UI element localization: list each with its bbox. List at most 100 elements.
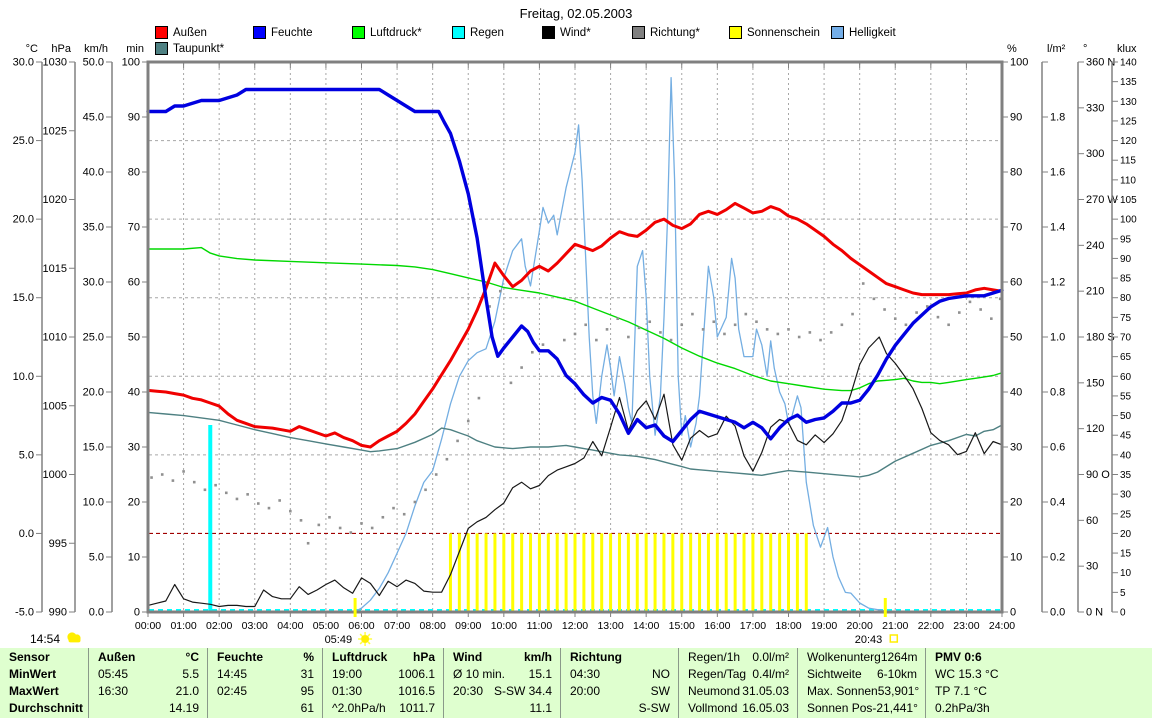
legend-label: Taupunkt* <box>173 42 225 55</box>
time-tick-label: 01:00 <box>170 620 196 632</box>
cloud-icon <box>65 631 84 646</box>
table-cell: 6-10km <box>876 667 917 681</box>
series-wind <box>147 336 1003 608</box>
table-cell: 1011.7 <box>399 701 435 715</box>
axis-tick-label: 95 <box>1120 234 1132 245</box>
table-row: 01:30 1016.5 <box>323 683 443 700</box>
table-row: Vollmond 16.05.03 <box>679 700 797 717</box>
time-tick-label: 05:00 <box>313 620 339 632</box>
table-cell: 20:00 <box>570 684 601 698</box>
table-cell: 11.1 <box>529 701 552 715</box>
series-richtung <box>150 282 1002 545</box>
axis-tick-label: 80 <box>1010 167 1022 179</box>
legend-color-swatch <box>831 26 844 39</box>
axis-tick-label: 40.0 <box>83 167 104 179</box>
table-cell: hPa <box>412 650 435 664</box>
horizontal-gridlines <box>149 140 1001 456</box>
axis-lm2: l/m² 0.0 0.2 0.4 0.6 0.8 1.0 1.2 1.4 1.6 1.8 <box>1041 43 1066 619</box>
axis-tick-label: 85 <box>1120 274 1132 285</box>
sunrise-marker: 05:49 <box>325 598 373 646</box>
table-row: WC 15.3 °C <box>926 666 1152 683</box>
table-column-0: Sensor MinWert MaxWert Durchschnitt <box>0 648 88 718</box>
time-tick-label: 03:00 <box>242 620 268 632</box>
axis-tick-label: 0.0 <box>19 528 34 540</box>
table-cell: 20:30 <box>453 684 484 698</box>
axis-tick-label: 60 <box>128 277 140 289</box>
axis-tick-label: 55 <box>1120 391 1132 402</box>
legend-label: Sonnenschein <box>747 26 820 39</box>
table-row: Wolkenunterg 1264m <box>798 649 925 666</box>
table-column-1: Außen °C 05:45 5.5 16:30 21.0 14.19 <box>88 648 207 718</box>
table-column-4: Wind km/h Ø 10 min. 15.1 20:30 S-SW 34.4 11.1 <box>443 648 560 718</box>
legend-item-auen: Außen <box>155 26 207 39</box>
axis-tick-label: 20.0 <box>13 214 34 226</box>
table-cell: 1016.5 <box>398 684 435 698</box>
axis-tick-label: 115 <box>1120 156 1136 167</box>
axis-tick-label: 30.0 <box>13 57 34 69</box>
table-row: Sichtweite 6-10km <box>798 666 925 683</box>
table-cell: Durchschnitt <box>9 701 84 715</box>
axis-tick-label: 0.8 <box>1050 387 1065 399</box>
table-row: 20:30 S-SW 34.4 <box>444 683 560 700</box>
table-cell: 1264m <box>880 650 918 664</box>
axis-unit-label: klux <box>1117 43 1137 55</box>
axis-tick-label: 5.0 <box>89 552 104 564</box>
axis-tick-label: 15 <box>1120 549 1132 560</box>
weather-chart-svg: 00:00 01:00 02:00 03:00 04:00 05:00 06:00 07:00… <box>13 43 1137 646</box>
series-helligkeit <box>353 77 896 613</box>
legend-label: Regen <box>470 26 504 39</box>
legend-item-helligkeit: Helligkeit <box>831 26 896 39</box>
axis-tick-label: 5 <box>1120 588 1126 599</box>
axis-tick-label: 60 <box>1120 372 1132 383</box>
axis-tick-label: 20 <box>1010 497 1022 509</box>
axis-tick-label: 110 <box>1120 175 1136 186</box>
time-axis: 00:00 01:00 02:00 03:00 04:00 05:00 06:00 07:00… <box>135 63 1015 632</box>
legend-item-taupunkt: Taupunkt* <box>155 42 224 55</box>
table-row: 19:00 1006.1 <box>323 666 443 683</box>
axis-tick-label: 80 <box>128 167 140 179</box>
axis-tick-label: 15.0 <box>13 292 34 304</box>
axis-tick-label: 0.0 <box>1050 607 1065 619</box>
legend-color-swatch <box>632 26 645 39</box>
axis-tick-label: 995 <box>49 538 67 550</box>
table-row: MaxWert <box>0 683 88 700</box>
axis-minax: min 0 10 20 30 40 50 60 70 80 90 100 <box>122 43 149 619</box>
axis-unit-label: min <box>126 43 144 55</box>
chart-legend: Außen Feuchte Luftdruck* Regen Wind* Richtung… <box>0 0 1152 58</box>
chart-area: 00:00 01:00 02:00 03:00 04:00 05:00 06:00 07:00… <box>13 43 1137 646</box>
table-row: Wind km/h <box>444 649 560 666</box>
axis-tick-label: 5.0 <box>19 449 34 461</box>
table-row: PMV 0:6 <box>926 649 1152 666</box>
table-cell: Regen/Tag <box>688 667 747 681</box>
table-cell: Wolkenunterg <box>807 650 881 664</box>
axis-unit-label: l/m² <box>1047 43 1066 55</box>
table-cell: % <box>303 650 314 664</box>
time-tick-label: 13:00 <box>597 620 623 632</box>
table-cell: 15.1 <box>528 667 552 681</box>
time-tick-label: 16:00 <box>704 620 730 632</box>
table-cell: 14:45 <box>217 667 248 681</box>
time-tick-label: 00:00 <box>135 620 161 632</box>
axis-unit-label: hPa <box>51 43 71 55</box>
table-cell <box>561 700 570 717</box>
time-tick-label: 22:00 <box>918 620 944 632</box>
table-cell: MaxWert <box>9 684 59 698</box>
table-cell: 0.4l/m² <box>752 667 789 681</box>
axis-tick-label: 210 <box>1086 286 1104 298</box>
axis-tick-label: 50 <box>1010 332 1022 344</box>
table-cell: MinWert <box>9 667 57 681</box>
legend-label: Luftdruck* <box>370 26 422 39</box>
axis-unit-label: ° <box>1083 43 1087 55</box>
table-row: Außen °C <box>89 649 207 666</box>
time-tick-label: 23:00 <box>953 620 979 632</box>
legend-color-swatch <box>452 26 465 39</box>
axis-tick-label: 140 <box>1120 58 1137 69</box>
time-tick-label: 02:00 <box>206 620 232 632</box>
table-row: 02:45 95 <box>208 683 322 700</box>
axis-tick-label: 30 <box>1120 490 1132 501</box>
table-cell: 14.19 <box>168 701 199 715</box>
table-cell: SW <box>650 684 670 698</box>
axis-tick-label: 30 <box>1010 442 1022 454</box>
axis-tick-label: 1000 <box>43 469 67 481</box>
axis-tick-label: 10.0 <box>83 497 104 509</box>
